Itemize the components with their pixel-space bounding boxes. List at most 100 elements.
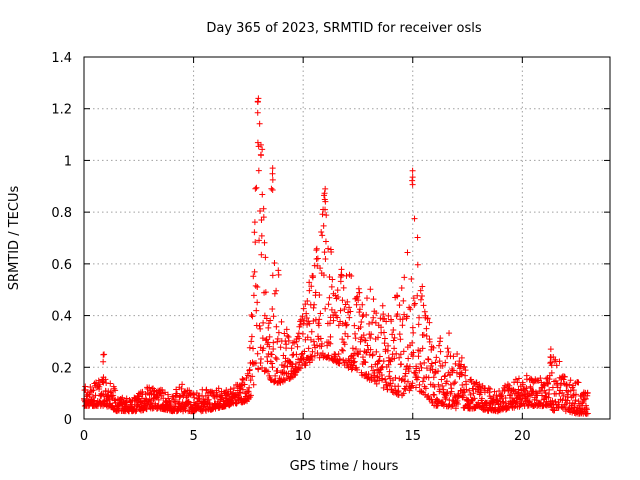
data-point (562, 404, 569, 411)
data-point (215, 385, 222, 392)
data-point (561, 373, 568, 380)
data-point (304, 321, 311, 328)
data-point (423, 333, 430, 340)
data-point (367, 286, 374, 293)
data-point (297, 321, 304, 328)
data-point (393, 350, 400, 357)
data-point (325, 301, 332, 308)
data-point (432, 359, 439, 366)
data-point (247, 392, 254, 399)
data-point (355, 297, 362, 304)
ticks-layer: 0 0.2 0.4 0.6 0.8 1 1.2 1.4 0 5 10 15 20 (51, 51, 610, 444)
data-point (553, 362, 560, 369)
data-point (288, 345, 295, 352)
data-point (322, 185, 329, 192)
data-point (456, 358, 463, 365)
data-point (263, 315, 270, 322)
data-point (463, 381, 470, 388)
data-point (425, 355, 432, 362)
data-point (434, 396, 441, 403)
data-point (542, 389, 549, 396)
data-point (258, 251, 265, 258)
data-point (273, 323, 280, 330)
data-point (407, 306, 414, 313)
data-point (185, 398, 192, 405)
data-point (417, 287, 424, 294)
data-point (325, 352, 332, 359)
data-point (352, 335, 359, 342)
data-point (430, 374, 437, 381)
data-point (470, 390, 477, 397)
data-point (560, 376, 567, 383)
data-point (269, 186, 276, 193)
data-point (391, 334, 398, 341)
data-point (507, 391, 514, 398)
data-point (491, 388, 498, 395)
data-point (190, 391, 197, 398)
data-point (404, 313, 411, 320)
data-point (331, 309, 338, 316)
data-point (303, 310, 310, 317)
data-point (418, 293, 425, 300)
data-point (269, 165, 276, 172)
data-point (112, 387, 119, 394)
y-tick-label: 0.2 (51, 361, 72, 376)
data-point (579, 400, 586, 406)
data-point (421, 359, 428, 366)
data-point (572, 391, 579, 398)
data-point (326, 294, 333, 301)
data-point (283, 341, 290, 348)
data-point (417, 296, 424, 303)
data-point (261, 239, 268, 246)
data-point (338, 271, 345, 278)
data-point (245, 388, 252, 395)
data-point (306, 279, 313, 286)
data-point (422, 385, 429, 392)
data-point (250, 345, 257, 352)
data-point (442, 359, 449, 366)
data-point (302, 301, 309, 308)
data-point (252, 239, 259, 246)
data-point (547, 353, 554, 360)
data-point (388, 386, 395, 393)
data-point (339, 320, 346, 327)
data-point (510, 387, 517, 394)
data-point (419, 345, 426, 352)
data-point (245, 372, 252, 379)
data-point (383, 318, 390, 325)
data-point (334, 314, 341, 321)
data-point (249, 313, 256, 320)
data-point (420, 302, 427, 309)
data-point (309, 356, 316, 363)
data-point (227, 386, 234, 393)
data-point (275, 329, 282, 336)
data-point (409, 177, 416, 184)
x-tick-label: 15 (404, 429, 421, 444)
data-point (362, 359, 369, 366)
data-point (267, 317, 274, 324)
data-point (247, 377, 254, 384)
data-point (367, 346, 374, 353)
data-point (310, 273, 317, 280)
data-point (268, 185, 275, 192)
data-point (251, 268, 258, 275)
data-point (389, 351, 396, 358)
data-point (476, 381, 483, 388)
data-point (167, 401, 174, 408)
data-point (527, 384, 534, 391)
data-point (454, 397, 461, 404)
data-point (426, 338, 433, 345)
data-point (146, 384, 153, 391)
data-point (375, 334, 382, 341)
data-point (437, 348, 444, 355)
data-point (142, 395, 149, 402)
y-tick-label: 1.2 (51, 103, 72, 118)
data-point (254, 139, 261, 146)
data-point (582, 395, 589, 402)
data-point (171, 398, 178, 405)
data-point (262, 254, 269, 261)
data-point (317, 265, 324, 272)
data-point (448, 403, 455, 410)
data-point (100, 358, 107, 365)
